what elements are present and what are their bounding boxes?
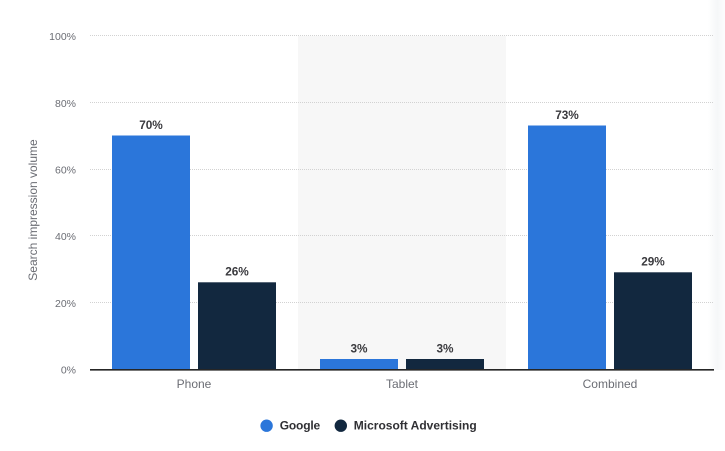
- svg-text:60%: 60%: [55, 165, 76, 177]
- svg-text:Search impression volume: Search impression volume: [26, 139, 40, 281]
- svg-text:3%: 3%: [436, 341, 454, 355]
- svg-text:3%: 3%: [350, 341, 368, 355]
- svg-text:70%: 70%: [139, 118, 163, 132]
- svg-text:0%: 0%: [61, 365, 76, 377]
- svg-text:Google: Google: [280, 419, 321, 433]
- svg-text:29%: 29%: [641, 255, 665, 269]
- svg-text:Phone: Phone: [177, 377, 212, 391]
- svg-text:80%: 80%: [55, 98, 76, 110]
- svg-text:26%: 26%: [225, 265, 249, 279]
- svg-text:Combined: Combined: [583, 377, 638, 391]
- svg-text:40%: 40%: [55, 231, 76, 243]
- svg-text:73%: 73%: [555, 108, 579, 122]
- svg-text:Tablet: Tablet: [386, 377, 419, 391]
- svg-text:Microsoft Advertising: Microsoft Advertising: [354, 419, 477, 433]
- svg-text:100%: 100%: [49, 31, 76, 43]
- svg-text:20%: 20%: [55, 298, 76, 310]
